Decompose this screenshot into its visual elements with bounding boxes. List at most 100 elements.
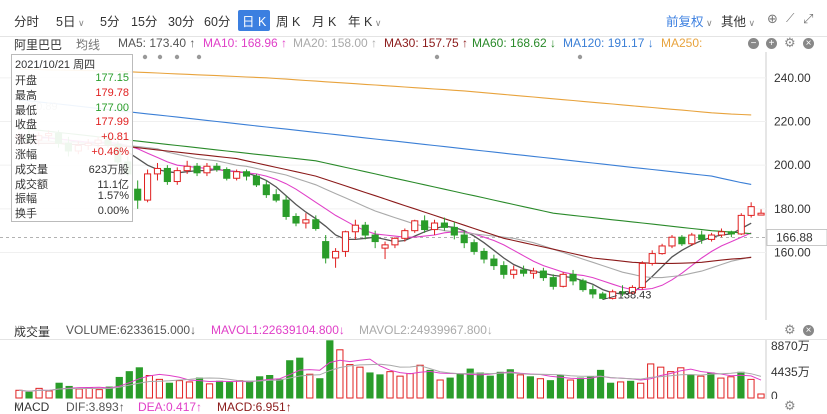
- candle-body: [480, 250, 488, 260]
- price-tick-label: 240.00: [774, 71, 811, 85]
- volume-bar: [647, 363, 655, 399]
- gear-icon[interactable]: ⚙: [784, 322, 796, 337]
- dif-value: DIF:3.893↑: [66, 400, 125, 414]
- tooltip-date: 2021/10/21 周四: [15, 56, 129, 71]
- chevron-down-icon: ∨: [746, 18, 756, 28]
- draw-line-icon[interactable]: ⟋: [786, 11, 795, 25]
- candle-body: [203, 165, 211, 174]
- candle-body: [332, 250, 340, 259]
- gear-icon[interactable]: ⚙: [784, 35, 796, 50]
- volume-bar: [145, 375, 153, 399]
- tooltip-row: 振幅 1.57%: [15, 190, 129, 205]
- tab-5min[interactable]: 5分: [100, 15, 120, 29]
- gear-icon[interactable]: ⚙: [784, 398, 796, 413]
- tab-week-k[interactable]: 周 K: [276, 15, 301, 29]
- volume-bar: [576, 377, 585, 399]
- tab-year-k[interactable]: 年 K ∨: [348, 11, 381, 30]
- candle-body: [183, 165, 191, 172]
- candle-body: [421, 220, 429, 231]
- volume-bar: [637, 382, 645, 399]
- tooltip-value: 177.99: [95, 116, 129, 129]
- add-icon[interactable]: +: [766, 38, 777, 49]
- volume-bar: [65, 385, 73, 399]
- ma250-line: [18, 68, 752, 116]
- macd-label: MACD: [14, 400, 50, 414]
- price-tick-label: 160.00: [774, 246, 811, 260]
- volume-bar: [717, 377, 725, 399]
- candle-body: [134, 188, 142, 201]
- volume-bar: [376, 374, 384, 399]
- volume-bar: [596, 369, 605, 399]
- volume-chart[interactable]: 8870万 4435万 0: [0, 339, 827, 399]
- event-marker: [434, 54, 440, 60]
- volume-bar: [707, 372, 715, 399]
- ohlc-tooltip: 2021/10/21 周四 开盘 177.15 最高 179.78 最低 177.00 收盘…: [11, 54, 133, 222]
- volume-bar: [727, 376, 735, 399]
- other-dropdown[interactable]: 其他 ∨: [721, 11, 755, 30]
- volume-bar: [606, 382, 615, 399]
- volume-bar: [657, 366, 665, 399]
- ma20-label: MA20: 158.00 ↑: [293, 36, 378, 50]
- candle-body: [757, 212, 765, 216]
- candle-body: [520, 269, 528, 274]
- volume-bar: [235, 380, 244, 399]
- tooltip-row: 涨跌 +0.81: [15, 131, 129, 146]
- volume-bar: [105, 386, 113, 399]
- volume-bar: [677, 367, 685, 399]
- candle-body: [430, 222, 439, 231]
- candle-body: [302, 219, 310, 224]
- tab-month-k[interactable]: 月 K: [312, 15, 337, 29]
- volume-bar: [306, 373, 314, 399]
- candle-body: [658, 245, 666, 255]
- candle-body: [470, 242, 478, 252]
- close-icon[interactable]: ×: [803, 38, 814, 49]
- volume-bar: [225, 382, 234, 399]
- candle-body: [351, 224, 359, 233]
- tab-timeshare[interactable]: 分时: [14, 15, 40, 29]
- expand-icon[interactable]: ⤢: [803, 11, 814, 26]
- volume-bar: [566, 379, 575, 399]
- chart-toolbar: 分时 5日 ∨ 5分 15分 30分 60分 日 K 周 K 月 K 年 K ∨…: [0, 0, 827, 37]
- event-marker: [157, 54, 163, 60]
- tooltip-value: +0.81: [101, 131, 129, 144]
- candle-body: [569, 273, 577, 282]
- mavol-line: [18, 358, 762, 392]
- crosshair-icon[interactable]: ⊕: [767, 11, 778, 26]
- tab-60min[interactable]: 60分: [204, 15, 231, 29]
- candle-body: [559, 273, 567, 287]
- ma250-label: MA250:: [661, 36, 703, 50]
- tab-30min[interactable]: 30分: [168, 15, 195, 29]
- tooltip-row: 开盘 177.15: [15, 72, 129, 87]
- tab-15min[interactable]: 15分: [131, 15, 158, 29]
- tooltip-row: 涨幅 +0.46%: [15, 146, 129, 161]
- candle-body: [272, 194, 280, 201]
- volume-bar: [155, 378, 163, 399]
- candle-body: [678, 236, 686, 245]
- candle-body: [401, 230, 409, 239]
- tooltip-value: 0.00%: [97, 205, 129, 218]
- mavol2-value: MAVOL2:24939967.800↓: [359, 323, 493, 337]
- tooltip-row: 最低 177.00: [15, 102, 129, 117]
- tab-5day[interactable]: 5日 ∨: [56, 11, 85, 30]
- candle-body: [737, 214, 745, 235]
- candle-body: [539, 270, 547, 279]
- volume-bar: [506, 369, 514, 399]
- tab-day-k[interactable]: 日 K: [238, 10, 271, 31]
- low-annotation: 138.43: [618, 290, 652, 302]
- volume-indicator-row: 成交量 ∨ VOLUME:6233615.000↓ MAVOL1:2263910…: [0, 322, 827, 339]
- tab-year-k-label: 年 K: [348, 15, 373, 29]
- candle-body: [242, 171, 251, 177]
- volume-bar: [246, 380, 254, 399]
- candle-body: [341, 231, 350, 252]
- tooltip-key: 换手: [15, 208, 37, 221]
- minimize-icon[interactable]: −: [748, 38, 759, 49]
- volume-bar: [546, 380, 555, 399]
- volume-bar: [406, 373, 414, 399]
- close-icon[interactable]: ×: [803, 325, 814, 336]
- adjust-dropdown[interactable]: 前复权 ∨: [666, 11, 713, 30]
- volume-bar: [55, 382, 63, 399]
- volume-bar: [45, 390, 53, 399]
- stock-name: 阿里巴巴: [14, 38, 63, 52]
- candle-body: [460, 234, 468, 244]
- candle-body: [282, 199, 290, 217]
